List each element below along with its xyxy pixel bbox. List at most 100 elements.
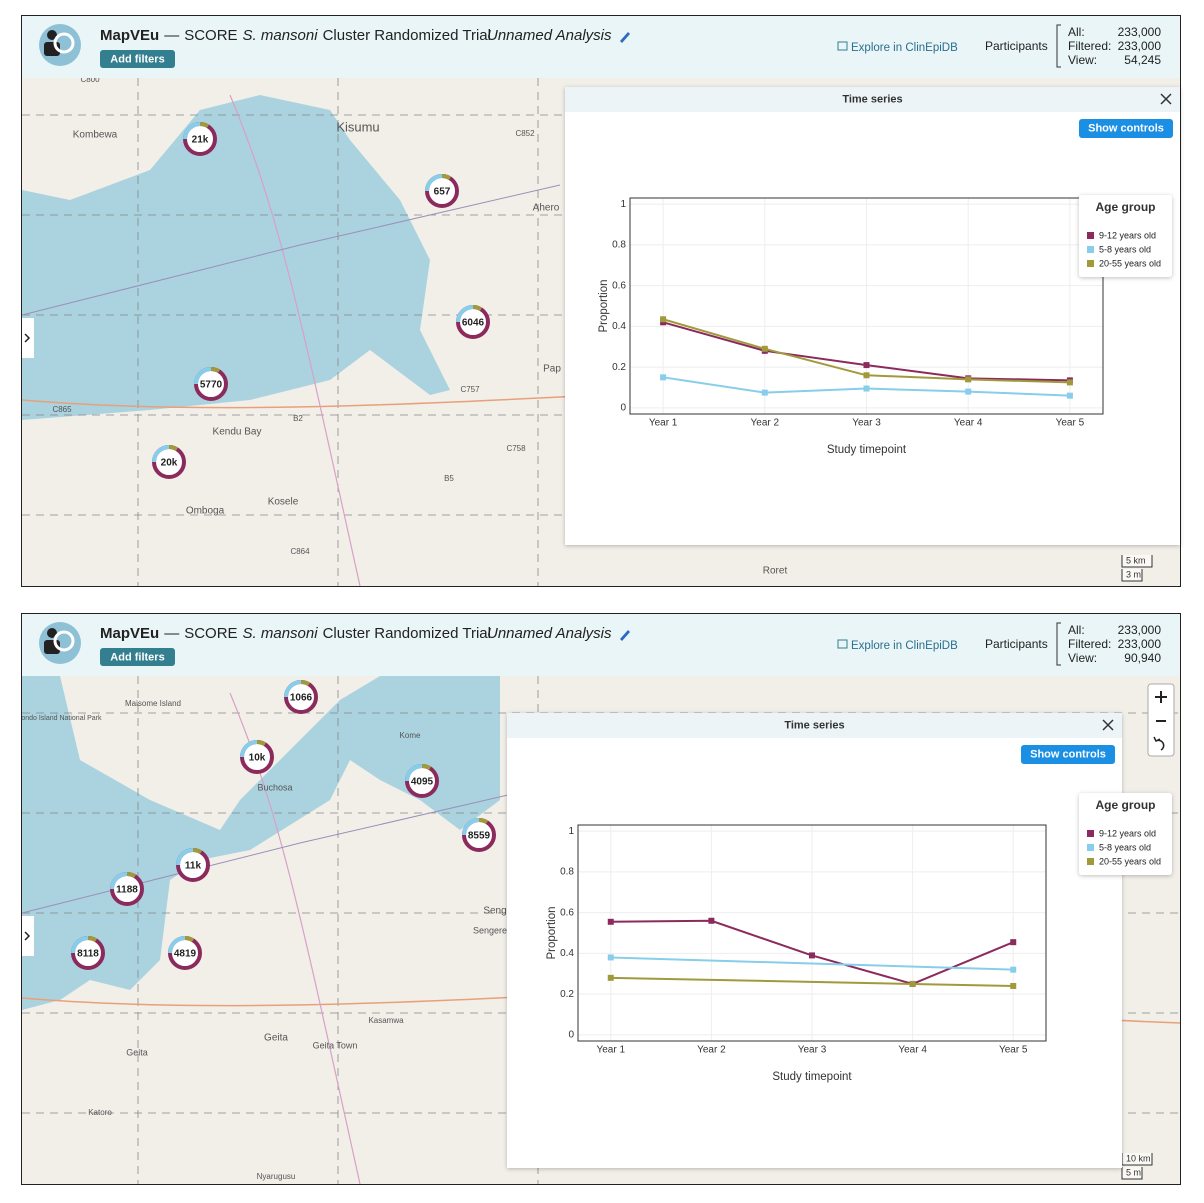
marker-arc [152, 445, 170, 463]
analysis-name[interactable]: Unnamed Analysis [487, 625, 612, 642]
reset-view[interactable] [1153, 736, 1165, 751]
legend: Age group 9-12 years old 5-8 years old 20-5… [1079, 195, 1172, 277]
place-label: Pap [543, 364, 561, 375]
map-marker[interactable]: 657 [425, 173, 459, 208]
explore-icon [837, 639, 848, 649]
marker-label: 11k [185, 861, 202, 872]
data-point [708, 917, 715, 924]
edit-icon[interactable] [620, 32, 630, 43]
show-controls-button[interactable] [1021, 745, 1115, 764]
count-value: 54,245 [1124, 53, 1161, 67]
map-marker[interactable]: 11k [176, 847, 210, 882]
plot-frame [629, 197, 1104, 415]
legend-label[interactable]: 9-12 years old [1099, 828, 1156, 838]
y-tick-label: 0 [568, 1030, 574, 1041]
close-button[interactable] [1160, 93, 1172, 105]
popup-title: Time series [784, 719, 844, 731]
marker-label: 8559 [468, 831, 491, 842]
panel: Kombewa Kisumu Ahero Kendu Bay Omboga Kosele R… [21, 15, 1181, 587]
map-marker[interactable]: 1188 [110, 871, 144, 906]
place-label: C758 [506, 444, 526, 453]
zoom-controls [1147, 683, 1175, 757]
y-tick-label: 0.6 [612, 280, 626, 291]
y-tick-label: 0.4 [612, 321, 626, 332]
map-marker[interactable]: 4819 [168, 935, 202, 970]
legend-swatch [1087, 260, 1094, 267]
scale-bar [1121, 1167, 1143, 1180]
marker-arc [194, 367, 212, 385]
explore-link[interactable]: Explore in ClinEpiDB [851, 640, 958, 652]
data-point [863, 362, 870, 369]
map-marker[interactable]: 20k [152, 444, 186, 479]
legend-label[interactable]: 5-8 years old [1099, 244, 1151, 254]
close-button[interactable] [1102, 719, 1114, 731]
legend-swatch [1087, 830, 1094, 837]
marker-arc [184, 935, 195, 943]
legend-label[interactable]: 5-8 years old [1099, 842, 1151, 852]
marker-label: 5770 [200, 380, 223, 391]
map-marker[interactable]: 10k [240, 739, 274, 774]
data-point [761, 389, 768, 396]
series-line [610, 956, 1014, 971]
show-controls-button[interactable] [1079, 119, 1173, 138]
add-filters-button[interactable] [100, 50, 175, 68]
explore-link[interactable]: Explore in ClinEpiDB [851, 42, 958, 54]
study-prefix: SCORE [184, 625, 237, 642]
map-marker[interactable]: 4095 [405, 763, 439, 798]
data-point [863, 385, 870, 392]
y-tick-label: 0.2 [560, 989, 574, 1000]
marker-label: 21k [192, 135, 209, 146]
marker-label: 8118 [77, 949, 99, 960]
road [229, 94, 361, 586]
y-tick-label: 0.8 [560, 867, 574, 878]
add-filters-button[interactable] [100, 648, 175, 666]
map-marker[interactable]: 5770 [194, 366, 228, 401]
separator: — [164, 27, 179, 44]
place-label: Buchosa [257, 782, 292, 792]
edit-icon[interactable] [620, 630, 630, 641]
plot-frame [577, 824, 1047, 1042]
place-label: Kombewa [73, 130, 118, 141]
scale-bar [1121, 569, 1143, 582]
study-suffix: Cluster Randomized Trial [323, 27, 491, 44]
legend-label[interactable]: 20-55 years old [1099, 856, 1161, 866]
legend-label[interactable]: 9-12 years old [1099, 230, 1156, 240]
map-marker[interactable]: 8559 [462, 817, 496, 852]
chevron [24, 333, 31, 343]
data-point [965, 388, 972, 395]
x-tick-label: Year 1 [596, 1045, 625, 1056]
scale-bar [1121, 555, 1153, 568]
study-species: S. mansoni [243, 625, 319, 642]
data-point [809, 952, 815, 959]
count-value: 233,000 [1118, 39, 1162, 53]
legend-label[interactable]: 20-55 years old [1099, 258, 1161, 268]
marker-label: 657 [434, 187, 451, 198]
place-label: Rubondo Island National Park [8, 715, 102, 722]
place-label: Geita [126, 1047, 148, 1057]
count-label: All: [1068, 623, 1085, 637]
legend-swatch [1087, 844, 1094, 851]
count-label: All: [1068, 25, 1085, 39]
map-marker[interactable]: 8118 [71, 935, 105, 970]
marker-arc [284, 680, 302, 698]
map-marker[interactable]: 6046 [456, 304, 490, 339]
count-label: Filtered: [1068, 637, 1111, 651]
marker-arc [478, 817, 489, 825]
map-marker[interactable]: 1066 [284, 679, 318, 714]
place-label: Maisome Island [125, 699, 181, 708]
data-point [1010, 966, 1017, 973]
separator: — [164, 625, 179, 642]
place-label: B2 [293, 414, 303, 423]
explore-icon [837, 41, 848, 51]
scale-label: 10 km [1126, 1153, 1151, 1163]
count-bracket [1056, 24, 1061, 68]
map-marker[interactable]: 21k [183, 121, 217, 156]
analysis-name[interactable]: Unnamed Analysis [487, 27, 612, 44]
zoom-in[interactable] [1155, 691, 1167, 703]
marker-arc [256, 739, 267, 747]
x-axis-title: Study timepoint [772, 1071, 852, 1083]
chart: Year 1 Year 2 Year 3 Year 4 Year 5 0 0.2 0.4 0.6… [546, 824, 1047, 1083]
y-tick-label: 0.6 [560, 907, 574, 918]
